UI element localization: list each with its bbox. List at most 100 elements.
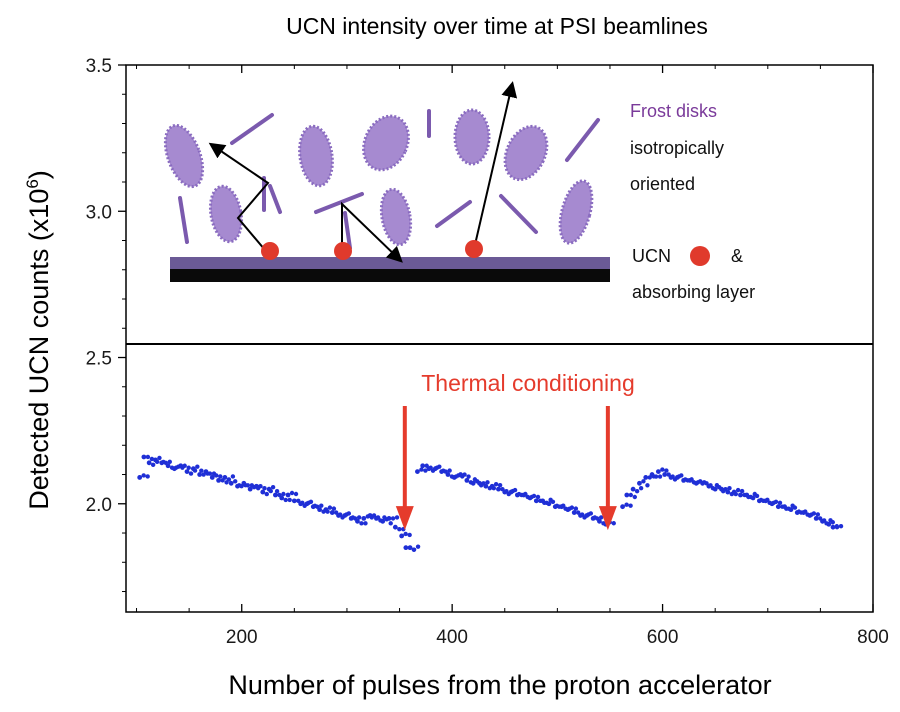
data-point [241,480,247,486]
data-point [739,488,745,494]
frost-line3-label: oriented [630,174,695,194]
frost-disk [379,187,413,247]
data-point [660,467,665,472]
data-point [489,483,495,489]
absorbing-layer-base [170,269,610,282]
data-point [777,500,783,505]
data-point [270,484,276,490]
x-tick-label: 400 [436,627,468,648]
data-point [216,477,221,483]
thermal-arrow-head [598,506,617,531]
data-point [458,472,463,477]
data-point [637,480,642,486]
data-point [145,474,150,479]
data-point [260,489,266,495]
data-point [218,474,223,479]
data-point [632,494,638,500]
absorbing-layer-label: absorbing layer [632,282,755,302]
data-point [611,521,616,526]
data-point [171,466,177,472]
data-point [137,475,143,480]
data-point [738,492,743,498]
data-point [374,515,379,521]
data-point [483,483,489,489]
data-point [792,505,798,510]
data-point [477,480,482,486]
data-point [199,468,204,473]
data-point [712,486,718,492]
data-point [540,498,546,504]
data-point [264,491,269,497]
thermal-conditioning-label: Thermal conditioning [421,370,635,396]
data-point [186,465,191,470]
data-point [245,483,251,488]
data-point [397,526,402,532]
data-point [145,454,151,460]
data-point [533,498,539,504]
frost-disk [163,123,205,189]
data-point [141,454,147,460]
data-point [392,524,398,530]
data-point [317,507,322,513]
data-point [679,473,684,478]
data-point [578,513,583,518]
data-point [754,493,760,499]
x-tick-label: 600 [647,627,679,648]
data-point [159,460,165,466]
data-point [681,477,687,483]
frost-rod [314,192,364,214]
inset-illustration: Frost disks isotropically oriented UCN & abso… [163,81,755,302]
data-point [342,513,348,518]
data-point [782,504,788,510]
data-point [763,498,769,504]
data-point [838,523,844,529]
data-point [445,472,451,477]
data-point [550,499,556,504]
data-point [750,495,756,501]
data-point [153,457,158,463]
frost-disk [558,179,594,245]
data-point [388,521,393,526]
data-point [571,510,577,515]
data-point [447,468,452,473]
data-point [597,518,602,524]
y-axis-title-exponent: 6 [23,179,42,188]
ucn-legend-label: UCN [632,246,671,266]
data-point [531,493,537,499]
data-point [310,504,316,510]
data-point [668,475,674,480]
data-point [329,510,335,515]
data-point [262,486,267,491]
data-point [527,495,533,501]
data-point [769,501,775,507]
data-point [367,513,373,518]
data-point [687,477,693,483]
data-point [653,474,659,479]
frost-rod [565,118,600,162]
data-point [497,483,503,488]
thermal-arrow-head [395,506,414,531]
y-axis-title-close: ) [24,170,54,179]
frost-rod [435,200,472,228]
data-point [157,455,162,461]
data-point [514,492,520,498]
chart-title: UCN intensity over time at PSI beamlines [286,13,708,39]
data-point [390,516,396,521]
data-point [649,472,655,477]
data-point [207,471,213,476]
data-point [197,472,203,477]
frost-disk [453,108,491,166]
data-point [559,504,564,510]
data-point [281,491,286,497]
data-point [323,507,329,513]
data-point [399,533,405,539]
data-point [285,492,291,498]
frost-rod [268,184,282,214]
frost-rod [343,211,352,250]
y-axis-title-main: Detected UCN counts (x10 [24,189,54,510]
data-point [815,512,821,517]
data-point [464,477,470,483]
data-point [149,456,155,462]
data-point [283,497,288,503]
data-point [811,511,817,516]
